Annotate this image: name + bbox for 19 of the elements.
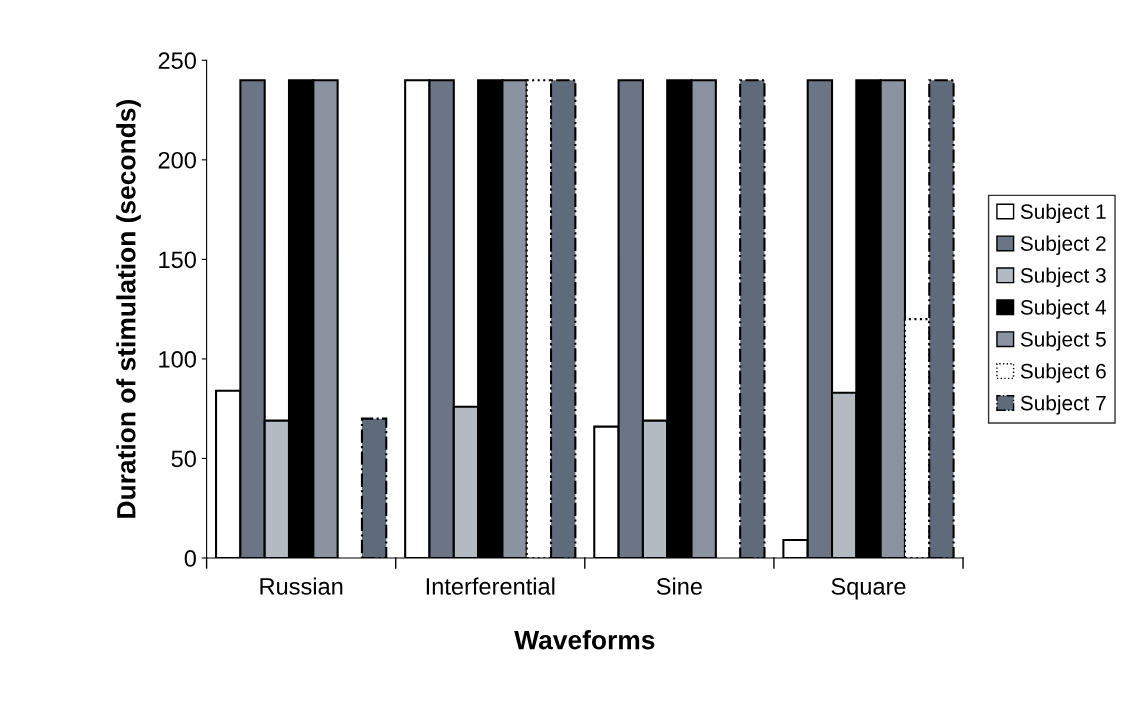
x-tick-label: Interferential — [426, 577, 555, 595]
y-tick-label: 50 — [171, 450, 196, 468]
y-tick-label: 200 — [158, 151, 196, 169]
x-tick-label: Sine — [656, 577, 702, 595]
x-tick-label: Square — [831, 578, 906, 600]
x-axis-title: Waveforms — [514, 630, 655, 650]
y-tick-label: 100 — [159, 350, 196, 368]
legend-label: Subject 7 — [1020, 395, 1106, 415]
legend-label: Subject 3 — [1020, 267, 1106, 287]
legend-label: Subject 1 — [1020, 203, 1106, 224]
legend-label: Subject 6 — [1020, 363, 1106, 383]
y-axis-title: Duration of stimulation (seconds) — [116, 100, 141, 518]
y-tick-label: 150 — [159, 251, 196, 269]
y-tick-label: 0 — [184, 550, 196, 567]
legend-label: Subject 2 — [1020, 235, 1106, 256]
legend-label: Subject 4 — [1020, 299, 1107, 319]
legend-label: Subject 5 — [1020, 331, 1106, 351]
y-tick-label: 250 — [158, 52, 196, 70]
x-tick-label: Russian — [260, 577, 343, 595]
